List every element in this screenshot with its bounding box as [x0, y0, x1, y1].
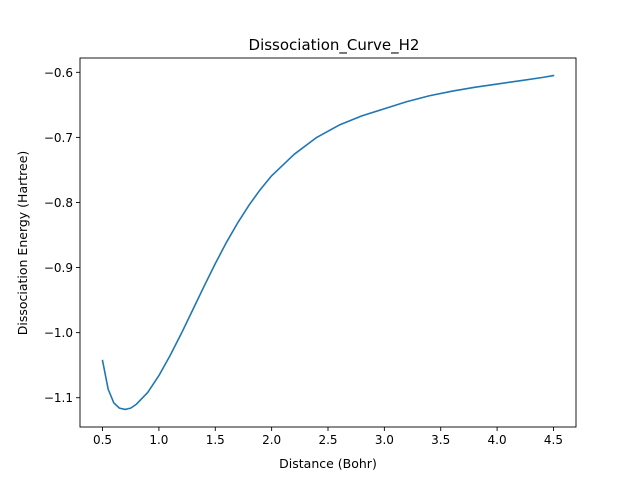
chart-title: Dissociation_Curve_H2 — [249, 36, 420, 55]
x-tick-label: 3.0 — [375, 433, 394, 447]
y-tick-label: −0.7 — [44, 131, 73, 145]
x-tick-label: 2.5 — [318, 433, 337, 447]
y-tick-label: −0.6 — [44, 66, 73, 80]
y-axis-ticks: −1.1 −1.0 −0.9 −0.8 −0.7 −0.6 — [44, 66, 80, 405]
x-tick-label: 1.0 — [149, 433, 168, 447]
x-axis-label: Distance (Bohr) — [279, 456, 377, 471]
y-tick-label: −0.8 — [44, 196, 73, 210]
x-tick-label: 0.5 — [93, 433, 112, 447]
x-axis-ticks: 0.5 1.0 1.5 2.0 2.5 3.0 3.5 4.0 4.5 — [93, 427, 563, 447]
x-tick-label: 1.5 — [206, 433, 225, 447]
x-tick-label: 3.5 — [431, 433, 450, 447]
x-tick-label: 4.5 — [544, 433, 563, 447]
x-tick-label: 4.0 — [488, 433, 507, 447]
y-axis-label: Dissociation Energy (Hartree) — [15, 151, 30, 336]
y-tick-label: −1.1 — [44, 391, 73, 405]
series-line-1 — [101, 74, 555, 411]
y-tick-label: −1.0 — [44, 326, 73, 340]
y-tick-label: −0.9 — [44, 261, 73, 275]
x-tick-label: 2.0 — [262, 433, 281, 447]
